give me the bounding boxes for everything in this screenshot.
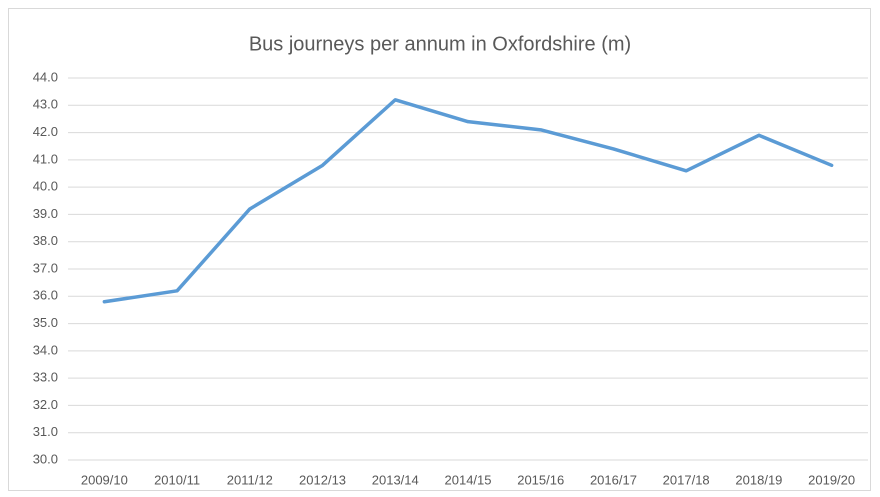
x-tick-label: 2016/17 [590,472,637,487]
x-tick-label: 2017/18 [663,472,710,487]
y-tick-label: 36.0 [33,288,58,303]
x-tick-label: 2018/19 [735,472,782,487]
y-tick-label: 41.0 [33,151,58,166]
series-line [102,98,834,304]
x-tick-label: 2019/20 [808,472,855,487]
x-tick-label: 2012/13 [299,472,346,487]
y-tick-label: 32.0 [33,397,58,412]
y-tick-label: 30.0 [33,451,58,466]
y-tick-label: 39.0 [33,206,58,221]
y-tick-label: 34.0 [33,342,58,357]
x-tick-label: 2009/10 [81,472,128,487]
y-tick-label: 31.0 [33,424,58,439]
x-tick-label: 2010/11 [154,472,200,487]
x-tick-label: 2011/12 [227,472,273,487]
chart-frame [8,8,871,491]
y-tick-label: 44.0 [33,69,58,84]
y-tick-label: 42.0 [33,124,58,139]
x-tick-label: 2013/14 [372,472,419,487]
chart-title: Bus journeys per annum in Oxfordshire (m… [249,33,631,55]
y-tick-label: 40.0 [33,179,58,194]
y-tick-label: 38.0 [33,233,58,248]
y-tick-label: 37.0 [33,260,58,275]
x-tick-label: 2015/16 [517,472,564,487]
x-tick-label: 2014/15 [445,472,492,487]
y-tick-label: 33.0 [33,370,58,385]
y-tick-label: 35.0 [33,315,58,330]
y-tick-label: 43.0 [33,97,58,112]
